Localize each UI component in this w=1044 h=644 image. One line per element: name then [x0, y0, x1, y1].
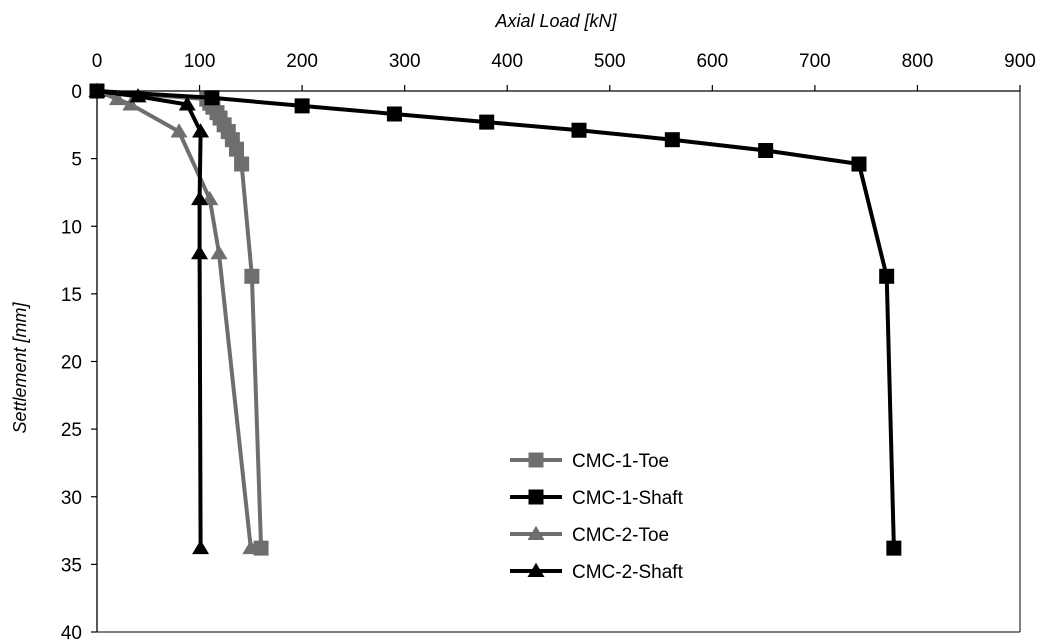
x-tick-label: 800: [902, 51, 934, 72]
x-tick-label: 500: [594, 51, 626, 72]
data-point-triangle: [210, 245, 228, 260]
y-tick-label: 30: [61, 488, 82, 509]
y-tick-label: 5: [71, 150, 82, 171]
y-tick-label: 25: [61, 420, 82, 441]
data-point-square: [228, 141, 244, 157]
y-tick-label: 15: [61, 285, 82, 306]
legend-label: CMC-2-Toe: [572, 525, 669, 546]
data-point-square: [528, 489, 544, 505]
data-point-square: [479, 114, 495, 130]
data-point-triangle: [88, 82, 106, 97]
series-layer: [88, 82, 902, 556]
data-point-square: [528, 452, 544, 468]
data-point-square: [234, 156, 250, 172]
data-point-triangle: [192, 539, 210, 555]
data-point-square: [386, 106, 402, 122]
legend-label: CMC-2-Shaft: [572, 562, 684, 583]
data-point-square: [204, 90, 220, 106]
series-line: [96, 89, 253, 549]
data-point-triangle: [242, 539, 260, 555]
data-point-triangle: [192, 123, 210, 138]
x-tick-label: 200: [286, 51, 318, 72]
x-tick-label: 300: [389, 51, 421, 72]
legend-item: CMC-2-Shaft: [510, 562, 684, 583]
x-tick-label: 0: [92, 51, 103, 72]
data-point-square: [879, 268, 895, 284]
axes: 0 100 200 300 400 500 600 700 800 900 0 5 10 15 20 25 30…: [61, 51, 1036, 644]
data-point-triangle: [170, 123, 188, 138]
data-point-triangle: [122, 96, 140, 111]
y-tick-label: 20: [61, 353, 82, 374]
series-line: [96, 89, 203, 549]
data-point-square: [571, 122, 587, 138]
y-axis-title: Settlement [mm]: [10, 301, 30, 433]
x-axis-title: Axial Load [kN]: [494, 11, 617, 31]
y-tick-label: 10: [61, 217, 82, 238]
y-tick-label: 0: [71, 82, 82, 103]
data-point-triangle: [527, 562, 545, 577]
legend-item: CMC-1-Toe: [510, 451, 669, 472]
y-tick-label: 40: [61, 623, 82, 644]
legend: CMC-1-Toe CMC-1-Shaft CMC-2-Toe CMC-2-Shaft: [510, 451, 684, 583]
x-tick-label: 900: [1004, 51, 1036, 72]
data-point-square: [244, 268, 260, 284]
y-tick-label: 35: [61, 555, 82, 576]
data-point-square: [851, 156, 867, 172]
data-point-triangle: [129, 88, 147, 103]
data-point-square: [886, 540, 902, 556]
data-point-triangle: [191, 190, 209, 206]
data-point-triangle: [109, 90, 127, 106]
data-point-square: [294, 98, 310, 114]
legend-item: CMC-1-Shaft: [510, 488, 684, 509]
series-1: [89, 83, 902, 556]
x-tick-label: 600: [696, 51, 728, 72]
x-tick-label: 100: [184, 51, 216, 72]
legend-item: CMC-2-Toe: [510, 525, 669, 546]
data-point-square: [758, 143, 774, 159]
x-tick-label: 700: [799, 51, 831, 72]
data-point-square: [664, 132, 680, 148]
x-tick-label: 400: [491, 51, 523, 72]
series-line: [96, 89, 896, 549]
series-3: [88, 82, 210, 555]
legend-label: CMC-1-Shaft: [572, 488, 684, 509]
data-point-triangle: [178, 96, 196, 111]
series-0: [89, 83, 269, 556]
legend-label: CMC-1-Toe: [572, 451, 669, 472]
data-point-triangle: [191, 245, 209, 260]
data-point-triangle: [527, 525, 545, 540]
